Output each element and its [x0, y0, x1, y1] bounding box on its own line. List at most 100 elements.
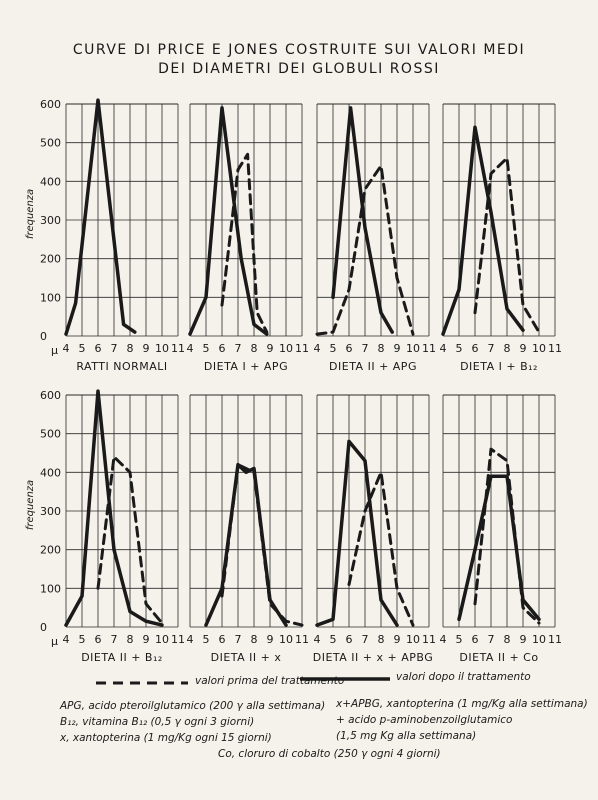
series-before-treatment-line — [315, 164, 415, 336]
panel-label: DIETA II + APG — [329, 360, 417, 373]
x-tick-label: 7 — [235, 633, 242, 646]
x-tick-label: 8 — [504, 633, 511, 646]
x-tick-label: 4 — [187, 633, 194, 646]
x-tick-label: 5 — [456, 633, 463, 646]
x-tick-label: 11 — [422, 342, 436, 355]
series-after-treatment-line — [457, 474, 541, 622]
series-after-treatment-line — [331, 106, 394, 334]
y-tick-label: 500 — [40, 137, 61, 150]
y-tick-label: 300 — [40, 505, 61, 518]
panel-3: 4 5 6 7 8 9 10 11 DIETA II + APG — [314, 103, 436, 373]
x-tick-label: 11 — [548, 342, 562, 355]
x-tick-label: 4 — [314, 342, 321, 355]
panel-8: 4 5 6 7 8 9 10 11 DIETA II + Co — [440, 394, 562, 664]
x-tick-label: 5 — [79, 342, 86, 355]
x-tick-label: 4 — [314, 633, 321, 646]
panel-2: 4 5 6 7 8 9 10 11 DIETA I + APG — [187, 103, 309, 373]
x-tick-label: 9 — [267, 633, 274, 646]
x-tick-label: 7 — [362, 342, 369, 355]
x-tick-label: 5 — [79, 633, 86, 646]
series-after-treatment-line — [64, 389, 164, 627]
panel-label: DIETA I + APG — [204, 360, 288, 373]
x-tick-label: 5 — [203, 633, 210, 646]
note-b12: B₁₂, vitamina B₁₂ (0,5 γ ogni 3 giorni) — [60, 716, 255, 728]
x-tick-label: 8 — [378, 633, 385, 646]
x-tick-label: 9 — [267, 342, 274, 355]
x-tick-label: 4 — [440, 342, 447, 355]
y-tick-label: 200 — [40, 253, 61, 266]
x-tick-label: 8 — [127, 633, 134, 646]
x-tick-label: 6 — [219, 633, 226, 646]
x-tick-label: 5 — [330, 342, 337, 355]
panel-label: DIETA II + B₁₂ — [81, 651, 163, 664]
y-tick-label: 0 — [40, 330, 47, 343]
note-co: Co, cloruro di cobalto (250 γ ogni 4 gio… — [218, 748, 441, 760]
x-tick-label: 5 — [203, 342, 210, 355]
y-tick-label: 0 — [40, 621, 47, 634]
x-tick-label: 7 — [111, 633, 118, 646]
x-tick-label: 10 — [532, 633, 546, 646]
panel-1: 0 100 200 300 400 500 600 frequenza μ 4 5 6 7 8 9 10 11 R… — [25, 98, 185, 373]
legend-solid-label: valori dopo il trattamento — [396, 671, 531, 683]
series-before-treatment-line — [220, 152, 269, 334]
x-tick-label: 11 — [295, 633, 309, 646]
x-tick-label: 8 — [127, 342, 134, 355]
y-tick-label: 400 — [40, 175, 61, 188]
x-tick-label: 10 — [406, 342, 420, 355]
x-tick-label: 5 — [330, 633, 337, 646]
note-x: x, xantopterina (1 mg/Kg ogni 15 giorni) — [60, 732, 272, 744]
x-tick-label: 4 — [187, 342, 194, 355]
x-tick-label: 9 — [143, 633, 150, 646]
y-tick-label: 100 — [40, 582, 61, 595]
x-tick-label: 11 — [171, 633, 185, 646]
x-tick-label: 8 — [251, 342, 258, 355]
x-tick-label: 6 — [346, 342, 353, 355]
x-tick-label: 4 — [63, 342, 70, 355]
y-tick-label: 300 — [40, 214, 61, 227]
x-tick-label: 6 — [95, 342, 102, 355]
y-tick-label: 100 — [40, 291, 61, 304]
x-tick-label: 10 — [279, 633, 293, 646]
x-tick-label: 9 — [143, 342, 150, 355]
y-tick-label: 600 — [40, 98, 61, 111]
y-tick-label: 500 — [40, 428, 61, 441]
figure-title-line-2: DEI DIAMETRI DEI GLOBULI ROSSI — [158, 61, 440, 77]
x-tick-label: 9 — [394, 633, 401, 646]
x-tick-label: 10 — [155, 633, 169, 646]
series-after-treatment-line — [204, 462, 288, 627]
y-axis-label: frequenza — [25, 189, 36, 239]
panel-7: 4 5 6 7 8 9 10 11 DIETA II + x + APBG — [313, 394, 436, 664]
note-apbg-2: + acido p-aminobenzoilglutamico — [336, 714, 513, 726]
x-tick-label: 6 — [346, 633, 353, 646]
figure-title-line-1: CURVE DI PRICE E JONES COSTRUITE SUI VAL… — [72, 42, 526, 58]
x-tick-label: 5 — [456, 342, 463, 355]
y-tick-label: 200 — [40, 544, 61, 557]
x-tick-label: 11 — [295, 342, 309, 355]
series-before-treatment-line — [473, 156, 541, 334]
x-tick-label: 8 — [504, 342, 511, 355]
x-tick-label: 6 — [95, 633, 102, 646]
x-tick-label: 4 — [440, 633, 447, 646]
panel-5: 0 100 200 300 400 500 600 frequenza μ 4 5 6 7 8 9 10 11 D… — [25, 389, 185, 664]
x-tick-label: 11 — [548, 633, 562, 646]
series-after-treatment-line — [315, 439, 399, 627]
panel-4: 4 5 6 7 8 9 10 11 DIETA I + B₁₂ — [440, 103, 562, 373]
x-tick-label: 6 — [472, 342, 479, 355]
x-tick-label: 9 — [520, 342, 527, 355]
panel-6: 4 5 6 7 8 9 10 11 DIETA II + x — [187, 394, 309, 664]
x-tick-label: 6 — [219, 342, 226, 355]
x-tick-label: 10 — [279, 342, 293, 355]
y-axis-label: frequenza — [25, 480, 36, 530]
series-after-treatment-line — [188, 106, 269, 336]
y-tick-label: 600 — [40, 389, 61, 402]
panel-label: DIETA I + B₁₂ — [460, 360, 538, 373]
panel-label: DIETA II + x — [211, 651, 282, 664]
x-tick-label: 7 — [111, 342, 118, 355]
x-tick-label: 11 — [422, 633, 436, 646]
x-tick-label: 10 — [532, 342, 546, 355]
legend-dashed-label: valori prima del trattamento — [195, 675, 345, 687]
x-tick-label: 4 — [63, 633, 70, 646]
x-tick-label: 10 — [155, 342, 169, 355]
x-tick-label: 10 — [406, 633, 420, 646]
